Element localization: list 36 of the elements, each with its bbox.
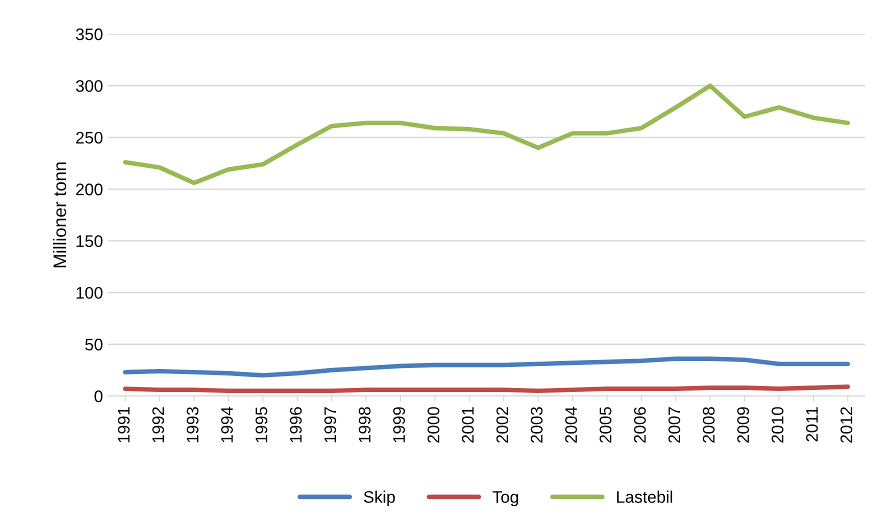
y-tick-label: 50 [85,338,102,350]
x-tick-label: 2011 [806,407,818,442]
x-tick-label: 2000 [428,407,440,443]
x-tick-label: 1999 [393,407,405,442]
x-tick-label: 2002 [496,407,508,443]
legend-label: Skip [364,490,395,506]
x-tick-label: 2001 [462,407,474,443]
y-tick-label: 350 [76,28,102,40]
y-tick-label: 100 [76,286,102,299]
y-tick-label: 200 [76,184,102,196]
x-tick-label: 1997 [324,407,336,442]
x-tick-label: 2007 [668,407,680,443]
line-series [122,356,850,378]
x-tick-label: 2004 [565,406,577,443]
x-tick-label: 2008 [702,407,715,443]
x-tick-label: 1998 [358,407,371,442]
x-tick-label: 2012 [840,407,852,443]
x-tick-label: 2003 [530,407,543,443]
y-tick-label: 300 [76,80,102,92]
x-tick-label: 1992 [152,407,164,442]
y-tick-label: 150 [76,235,102,248]
y-axis-title: Millioner tonn [52,162,66,268]
legend-label: Tog [492,491,518,506]
y-tick-label: 250 [76,132,102,144]
x-tick-label: 1995 [256,407,268,442]
x-tick-label: 1996 [290,407,302,442]
x-tick-label: 1993 [186,407,198,442]
y-tick-label: 0 [94,390,102,402]
x-tick-label: 2005 [600,407,612,443]
x-tick-label: 1991 [118,407,130,442]
x-tick-label: 2006 [634,407,646,443]
x-tick-label: 2010 [772,407,784,443]
x-tick-label: 1994 [221,406,233,442]
line-series [122,83,850,186]
x-tick-label: 2009 [737,407,750,443]
legend-label: Lastebil [617,490,672,503]
